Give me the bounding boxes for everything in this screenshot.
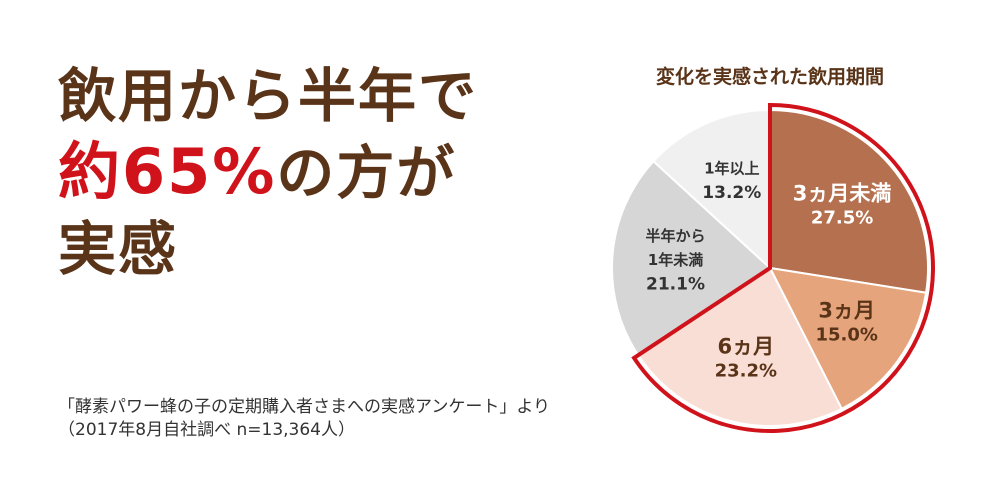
survey-note: 「酵素パワー蜂の子の定期購入者さまへの実感アンケート」より （2017年8月自社… — [58, 396, 550, 442]
headline-line2-rest: の方が — [276, 139, 457, 207]
pie-slice-5 — [652, 108, 771, 271]
pie-slice-3 — [636, 266, 844, 427]
slice-value-1: 27.5% — [811, 207, 873, 228]
headline-line1: 飲用から半年で — [58, 62, 479, 130]
survey-note-line1: 「酵素パワー蜂の子の定期購入者さまへの実感アンケート」より — [58, 397, 550, 417]
slice-label-2: 3ヵ月 — [818, 299, 875, 323]
highlight-outline — [631, 102, 935, 433]
slice-label-3: 6ヵ月 — [718, 335, 775, 359]
survey-note-line2: （2017年8月自社調べ n=13,364人） — [58, 420, 355, 440]
headline: 飲用から半年で 約65%の方が 実感 — [58, 58, 478, 287]
slice-label-4: 1年未満 — [648, 251, 703, 269]
headline-line3: 実感 — [58, 215, 179, 283]
slice-value-3: 23.2% — [715, 361, 777, 382]
slice-value-5: 13.2% — [702, 183, 761, 203]
slice-label-5: 1年以上 — [704, 160, 759, 178]
pie-slice-1 — [769, 108, 929, 294]
headline-percent: 約65% — [58, 135, 277, 208]
chart-title: 変化を実感された飲用期間 — [655, 66, 885, 88]
pie-slice-2 — [768, 266, 928, 411]
slice-label-4: 半年から — [645, 227, 705, 245]
slice-value-4: 21.1% — [646, 275, 705, 295]
pie-slice-4 — [611, 159, 772, 357]
slice-label-1: 3ヵ月未満 — [793, 181, 892, 205]
headline-line2: 約65%の方が — [58, 134, 478, 211]
slice-value-2: 15.0% — [815, 325, 877, 346]
